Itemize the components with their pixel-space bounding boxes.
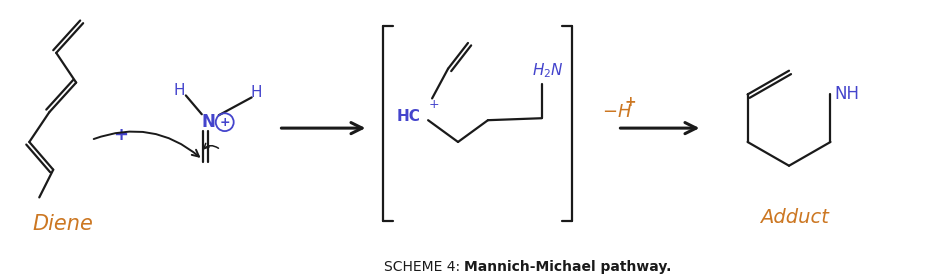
Text: SCHEME 4:: SCHEME 4: [383,260,463,274]
Text: Adduct: Adduct [759,208,828,227]
Text: +: + [429,98,439,111]
Text: HC: HC [396,109,419,124]
Text: +: + [219,116,230,129]
Text: +: + [624,95,636,109]
Text: +: + [113,126,128,144]
Text: NH: NH [833,85,858,104]
Text: Diene: Diene [32,214,94,234]
Text: H: H [173,83,185,98]
Text: Mannich-Michael pathway.: Mannich-Michael pathway. [463,260,671,274]
Text: N: N [201,113,215,131]
Text: $-H$: $-H$ [602,103,632,121]
Text: H: H [251,85,262,100]
Text: $H_2N$: $H_2N$ [531,61,563,80]
